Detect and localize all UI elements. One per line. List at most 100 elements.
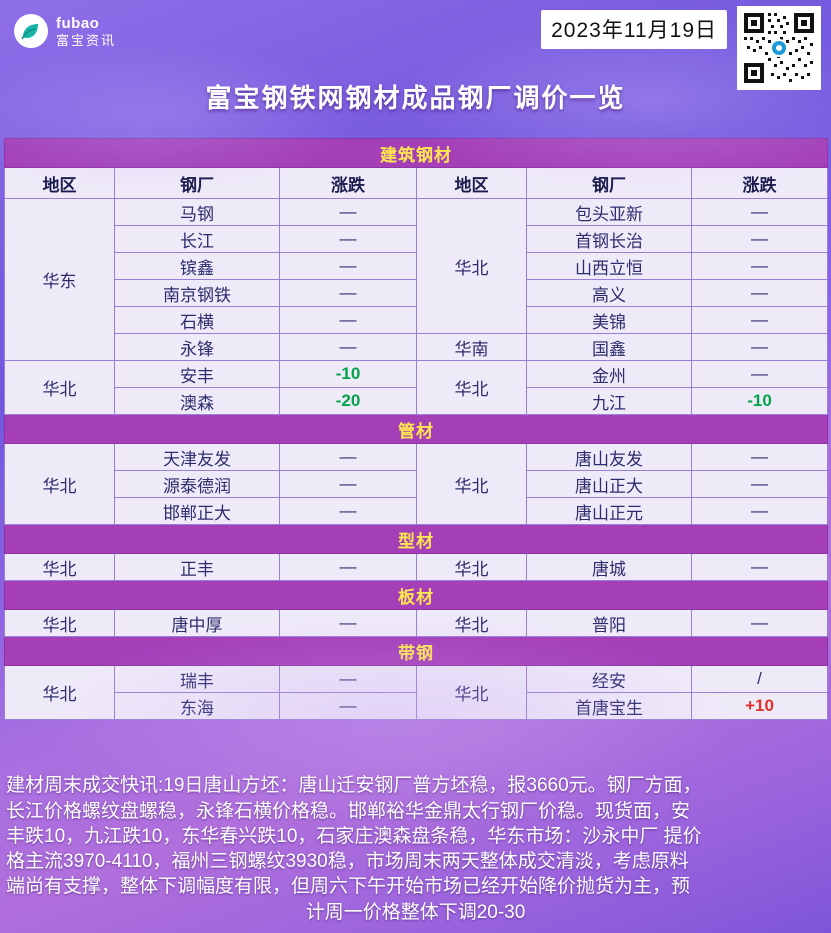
qr-code-icon[interactable] <box>737 6 821 90</box>
brand-logo: fubao 富宝资讯 <box>14 14 116 48</box>
change-cell: — <box>279 252 417 280</box>
mill-cell: 美锦 <box>526 306 692 334</box>
brand-name-en: fubao <box>56 14 100 32</box>
region-cell: 华东 <box>4 198 115 361</box>
change-cell: — <box>690 360 829 388</box>
region-cell: 华南 <box>416 333 527 361</box>
change-cell: — <box>690 333 829 361</box>
region-cell: 华北 <box>4 553 115 581</box>
change-cell: — <box>279 609 417 637</box>
change-cell: — <box>690 198 829 226</box>
region-cell: 华北 <box>4 665 115 720</box>
change-cell: — <box>690 470 829 498</box>
news-line: 计周一价格整体下调20-30 <box>305 901 526 923</box>
table: 建筑钢材 地区 钢厂 涨跌 地区 钢厂 涨跌 华东 马钢 — 华北 包头亚新 — 长江 — 首钢长治 — 镔鑫 — 山… <box>3 138 829 720</box>
mill-cell: 正丰 <box>114 553 280 581</box>
mill-cell: 普阳 <box>526 609 692 637</box>
table-row: 华东 马钢 — 华北 包头亚新 — <box>4 198 829 361</box>
mill-cell: 首唐宝生 <box>526 692 692 720</box>
column-header: 地区 <box>4 167 115 199</box>
mill-cell: 首钢长治 <box>526 225 692 253</box>
region-cell: 华北 <box>416 198 527 334</box>
section-header-row: 管材 <box>3 414 829 444</box>
mill-cell: 山西立恒 <box>526 252 692 280</box>
change-cell: — <box>690 252 829 280</box>
mill-cell: 唐山友发 <box>526 443 692 471</box>
change-cell: — <box>690 497 829 525</box>
mill-cell: 唐中厚 <box>114 609 280 637</box>
change-cell: -10 <box>279 360 417 388</box>
mill-cell: 九江 <box>526 387 692 415</box>
mill-cell: 邯郸正大 <box>114 497 280 525</box>
change-cell: -20 <box>279 387 417 415</box>
mill-cell: 澳森 <box>114 387 280 415</box>
mill-cell: 唐山正大 <box>526 470 692 498</box>
column-header: 涨跌 <box>279 167 417 199</box>
brand-text: fubao 富宝资讯 <box>56 16 116 47</box>
change-cell: — <box>279 470 417 498</box>
change-cell: — <box>279 665 417 693</box>
news-line: 格主流3970-4110，福州三钢螺纹3930稳，市场周末两天整体成交清淡，考虑… <box>6 851 689 873</box>
mill-cell: 经安 <box>526 665 692 693</box>
region-cell: 华北 <box>416 665 527 720</box>
section-title: 建筑钢材 <box>3 138 829 168</box>
table-row: 邯郸正大 — 唐山正元 — <box>5 497 829 525</box>
page-header: fubao 富宝资讯 2023年11月19日 <box>0 0 831 138</box>
change-cell: — <box>690 306 829 334</box>
table-row: 东海 — 首唐宝生 +10 <box>5 692 829 720</box>
change-cell: — <box>279 225 417 253</box>
table-row: 永锋 — 华南 国鑫 — <box>5 333 829 361</box>
column-header: 地区 <box>416 167 527 199</box>
news-line: 端尚有支撑，整体下调幅度有限，但周六下午开始市场已经开始降价抛货为主，预 <box>6 876 691 898</box>
mill-cell: 长江 <box>114 225 280 253</box>
table-row: 源泰德润 — 唐山正大 — <box>5 470 829 498</box>
table-row: 华北 天津友发 — 华北 唐山友发 — <box>4 443 829 525</box>
mill-cell: 高义 <box>526 279 692 307</box>
mill-cell: 天津友发 <box>114 443 280 471</box>
mill-cell: 石横 <box>114 306 280 334</box>
change-cell: — <box>279 306 417 334</box>
change-cell: — <box>279 443 417 471</box>
table-row: 华北 正丰 — 华北 唐城 — <box>4 553 829 581</box>
region-cell: 华北 <box>416 553 527 581</box>
table-row: 镔鑫 — 山西立恒 — <box>5 252 829 280</box>
region-cell: 华北 <box>4 360 115 415</box>
column-header: 钢厂 <box>114 167 280 199</box>
section-header-row: 带钢 <box>3 636 829 666</box>
column-header-row: 地区 钢厂 涨跌 地区 钢厂 涨跌 <box>4 167 829 199</box>
mill-cell: 唐山正元 <box>526 497 692 525</box>
section-title: 带钢 <box>3 636 829 666</box>
region-cell: 华北 <box>416 443 527 525</box>
mill-cell: 镔鑫 <box>114 252 280 280</box>
change-cell: — <box>279 279 417 307</box>
change-cell: +10 <box>690 692 829 720</box>
leaf-logo-icon <box>14 14 48 48</box>
change-cell: — <box>690 553 829 581</box>
news-line: 丰跌10，九江跌10，东华春兴跌10，石家庄澳森盘条稳，华东市场：沙永中厂 提价 <box>6 825 702 847</box>
table-row: 华北 唐中厚 — 华北 普阳 — <box>4 609 829 637</box>
mill-cell: 马钢 <box>114 198 280 226</box>
table-row: 澳森 -20 九江 -10 <box>5 387 829 415</box>
mill-cell: 唐城 <box>526 553 692 581</box>
mill-cell: 瑞丰 <box>114 665 280 693</box>
section-header-row: 板材 <box>3 580 829 610</box>
mill-cell: 国鑫 <box>526 333 692 361</box>
change-cell: — <box>279 198 417 226</box>
table-row: 石横 — 美锦 — <box>5 306 829 334</box>
section-header-row: 型材 <box>3 524 829 554</box>
news-summary: 建材周末成交快讯:19日唐山方坯：唐山迁安钢厂普方坯稳，报3660元。钢厂方面，… <box>0 767 831 933</box>
mill-cell: 安丰 <box>114 360 280 388</box>
mill-cell: 包头亚新 <box>526 198 692 226</box>
mill-cell: 源泰德润 <box>114 470 280 498</box>
news-line: 长江价格螺纹盘螺稳，永锋石横价格稳。邯郸裕华金鼎太行钢厂价稳。现货面，安 <box>6 800 691 822</box>
change-cell: — <box>279 692 417 720</box>
table-row: 华北 安丰 -10 华北 金州 — <box>4 360 829 415</box>
region-cell: 华北 <box>4 609 115 637</box>
mill-cell: 东海 <box>114 692 280 720</box>
news-line: 建材周末成交快讯:19日唐山方坯：唐山迁安钢厂普方坯稳，报3660元。钢厂方面， <box>6 775 702 797</box>
brand-name-cn: 富宝资讯 <box>56 32 117 48</box>
column-header: 钢厂 <box>526 167 692 199</box>
region-cell: 华北 <box>416 360 527 415</box>
change-cell: — <box>279 497 417 525</box>
price-adjustment-table: 建筑钢材 地区 钢厂 涨跌 地区 钢厂 涨跌 华东 马钢 — 华北 包头亚新 — 长江 — 首钢长治 — 镔鑫 — 山… <box>3 138 829 720</box>
